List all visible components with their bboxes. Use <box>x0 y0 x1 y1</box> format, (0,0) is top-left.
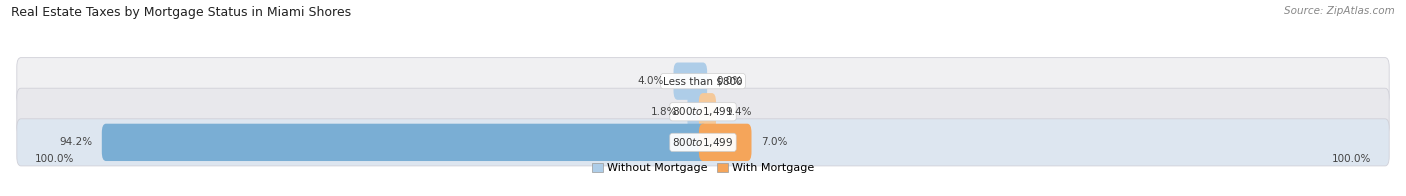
Text: 4.0%: 4.0% <box>637 76 664 86</box>
Text: Source: ZipAtlas.com: Source: ZipAtlas.com <box>1284 6 1395 16</box>
FancyBboxPatch shape <box>101 124 707 161</box>
Text: 7.0%: 7.0% <box>761 137 787 147</box>
FancyBboxPatch shape <box>17 88 1389 135</box>
Legend: Without Mortgage, With Mortgage: Without Mortgage, With Mortgage <box>588 159 818 178</box>
FancyBboxPatch shape <box>699 93 716 130</box>
FancyBboxPatch shape <box>688 93 707 130</box>
Text: 100.0%: 100.0% <box>1331 154 1371 164</box>
FancyBboxPatch shape <box>699 124 751 161</box>
Text: 94.2%: 94.2% <box>59 137 93 147</box>
FancyBboxPatch shape <box>17 58 1389 105</box>
Text: Less than $800: Less than $800 <box>664 76 742 86</box>
Text: Real Estate Taxes by Mortgage Status in Miami Shores: Real Estate Taxes by Mortgage Status in … <box>11 6 352 19</box>
FancyBboxPatch shape <box>673 63 707 100</box>
FancyBboxPatch shape <box>17 119 1389 166</box>
Text: 1.8%: 1.8% <box>651 107 678 117</box>
Text: 0.0%: 0.0% <box>717 76 742 86</box>
Text: 100.0%: 100.0% <box>35 154 75 164</box>
Text: $800 to $1,499: $800 to $1,499 <box>672 136 734 149</box>
Text: $800 to $1,499: $800 to $1,499 <box>672 105 734 118</box>
Text: 1.4%: 1.4% <box>725 107 752 117</box>
